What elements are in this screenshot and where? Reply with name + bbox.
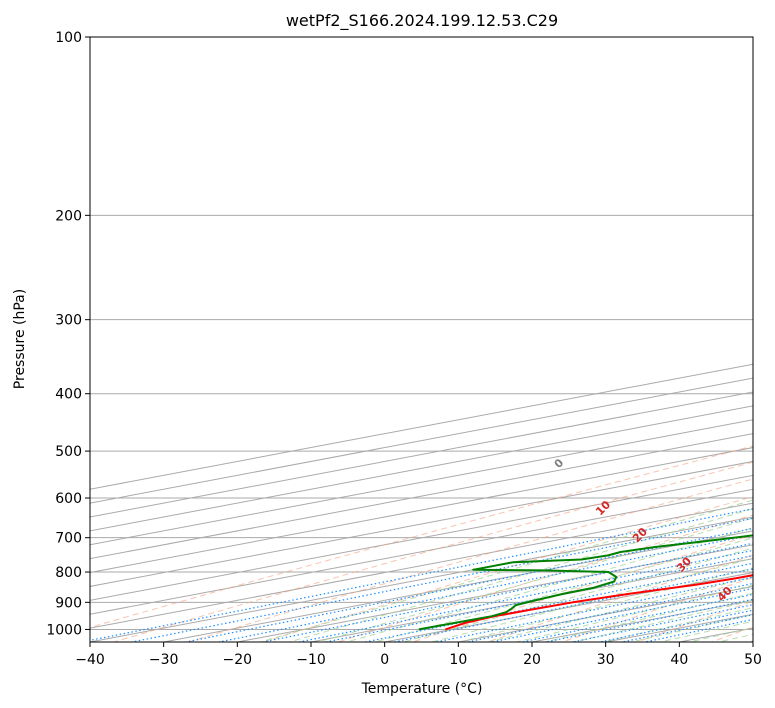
isotherm-line [90, 377, 753, 504]
x-tick-label: 20 [523, 652, 541, 668]
chart-title: wetPf2_S166.2024.199.12.53.C29 [286, 11, 558, 31]
dry-adiabat-line [261, 496, 753, 642]
isotherm-line [160, 530, 753, 642]
moist-adiabat-line [514, 584, 753, 642]
y-tick-label: 200 [55, 208, 82, 224]
mixing-ratio-line [569, 604, 753, 642]
mixing-ratio-line [543, 598, 753, 642]
isotherm-line [90, 460, 753, 587]
mixing-ratio-line [596, 609, 753, 642]
moist-adiabat-line [344, 527, 753, 642]
moist-adiabat-line [715, 633, 753, 642]
y-tick-label: 700 [55, 531, 82, 547]
isotherm-line [750, 641, 753, 642]
mixing-ratio-line [128, 517, 753, 642]
x-tick-label: −40 [75, 652, 105, 668]
moist-adiabat-label: 10 [593, 498, 613, 518]
isotherm-line [676, 627, 753, 642]
dry-adiabat-line [710, 626, 753, 642]
x-axis: −40 −30 −20 −10 0 10 20 30 40 50 [75, 642, 762, 668]
moist-adiabat-line [457, 567, 753, 642]
dewpoint-series-line [418, 534, 753, 631]
y-axis-label: Pressure (hPa) [12, 289, 28, 389]
x-tick-label: −30 [149, 652, 179, 668]
mixing-ratio-line [182, 527, 753, 642]
plot-frame [89, 36, 754, 643]
isotherm-line [90, 363, 753, 490]
dry-adiabat-line [90, 445, 753, 628]
isotherm-line [90, 488, 753, 615]
mixing-ratio-line [433, 576, 753, 642]
y-tick-label: 500 [55, 444, 82, 460]
mixing-ratio-line [323, 554, 753, 642]
isotherm-line [90, 474, 753, 601]
dry-adiabat-line [486, 554, 753, 642]
isotherm-line [90, 502, 753, 629]
moist-adiabat-line [258, 499, 753, 642]
x-tick-label: 30 [597, 652, 615, 668]
isotherm-line [602, 613, 753, 642]
background-lines [90, 10, 775, 654]
mixing-ratio-line [259, 542, 753, 642]
y-tick-label: 100 [55, 30, 82, 46]
mixing-ratio-line [619, 614, 753, 642]
temperature-series-line [445, 574, 753, 631]
dry-adiabat-line [112, 461, 753, 642]
moist-adiabat-line [599, 607, 753, 642]
dry-adiabat-line [755, 10, 775, 654]
isotherm-line [763, 10, 775, 654]
x-tick-label: 40 [670, 652, 688, 668]
y-tick-label: 400 [55, 387, 82, 403]
y-tick-label: 300 [55, 313, 82, 329]
y-tick-label: 600 [55, 491, 82, 507]
mixing-ratio-line [519, 593, 753, 642]
moist-adiabat-label: 0 [552, 456, 567, 471]
y-tick-label: 800 [55, 565, 82, 581]
isotherm-line [90, 433, 753, 560]
data-lines [418, 534, 753, 631]
mixing-ratio-line [215, 534, 753, 642]
dry-adiabat-line [635, 600, 753, 642]
x-tick-label: 0 [380, 652, 389, 668]
isotherm-line [90, 447, 753, 574]
y-tick-label: 900 [55, 595, 82, 611]
mixing-ratio-line [90, 508, 753, 641]
isotherm-line [90, 391, 753, 518]
moist-adiabat-label: 20 [630, 525, 650, 545]
moist-adiabat-line [745, 640, 753, 642]
x-tick-label: 50 [744, 652, 762, 668]
moist-adiabat-line [542, 592, 753, 642]
dry-adiabat-line [560, 577, 753, 642]
x-tick-label: 10 [449, 652, 467, 668]
dry-adiabat-line [187, 478, 753, 642]
isotherm-line [234, 544, 753, 642]
isotherm-line [308, 558, 753, 642]
isotherm-line [90, 516, 753, 642]
isotherm-line [90, 405, 753, 532]
dry-adiabat-line [336, 514, 753, 642]
isotherm-line [90, 419, 753, 546]
x-tick-label: −20 [223, 652, 253, 668]
y-axis: 1000 900 800 700 600 500 400 300 200 100 [46, 30, 90, 638]
moist-adiabat-line [315, 517, 753, 642]
isotherm-line [529, 599, 753, 642]
x-tick-label: −10 [296, 652, 326, 668]
moist-adiabat-line [372, 537, 753, 642]
x-axis-label: Temperature (°C) [361, 681, 483, 697]
moist-adiabat-line [429, 557, 753, 642]
y-tick-label: 1000 [46, 622, 82, 638]
moist-adiabat-line [657, 620, 753, 642]
